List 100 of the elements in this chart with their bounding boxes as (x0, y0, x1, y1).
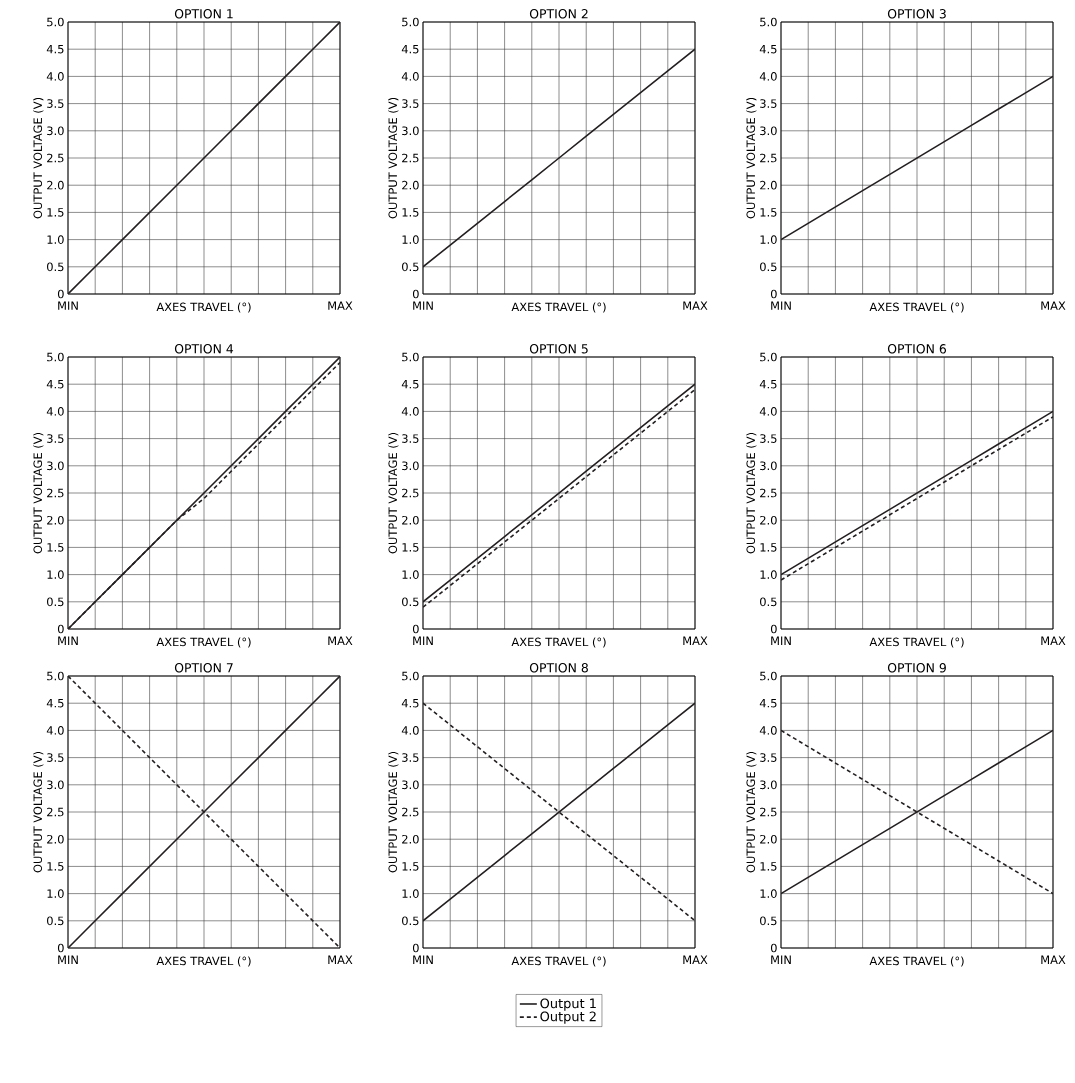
y-tick-label: 2.0 (47, 834, 64, 844)
y-tick-label: 0.5 (402, 597, 419, 607)
y-tick-label: 0.5 (760, 916, 777, 926)
y-tick-label: 1.0 (47, 889, 64, 898)
y-tick-label: 1.5 (402, 543, 419, 552)
y-tick-label: 5.0 (47, 671, 64, 681)
y-tick-label: 0 (412, 624, 419, 634)
chart-title: OPTION 1 (174, 9, 233, 19)
chart-title: OPTION 2 (529, 9, 588, 19)
y-axis-title: OUTPUT VOLTAGE (V) (388, 432, 399, 554)
y-tick-label: 1.5 (760, 862, 777, 871)
y-tick-label: 1.5 (402, 208, 419, 217)
chart-title: OPTION 9 (887, 663, 946, 673)
y-axis-title: OUTPUT VOLTAGE (V) (33, 751, 44, 873)
y-tick-label: 4.0 (759, 72, 777, 81)
y-tick-label: 3.5 (47, 99, 64, 108)
y-tick-label: 4.5 (401, 379, 419, 389)
y-tick-label: 0.5 (47, 262, 64, 272)
y-tick-label: 0 (412, 289, 419, 299)
y-tick-label: 2.5 (402, 153, 419, 163)
y-tick-label: 4.0 (759, 407, 777, 416)
x-tick-label: MIN (413, 955, 433, 964)
y-tick-label: 0 (412, 943, 419, 953)
y-axis-title: OUTPUT VOLTAGE (V) (388, 97, 399, 219)
y-tick-label: 0 (57, 624, 64, 634)
y-tick-label: 1.5 (47, 208, 64, 217)
x-tick-label: MIN (771, 301, 791, 310)
y-tick-label: 3.0 (760, 461, 777, 471)
x-tick-label: MAX (328, 301, 353, 310)
y-tick-label: 1.0 (402, 889, 419, 898)
y-tick-label: 4.0 (401, 407, 419, 416)
y-axis-title: OUTPUT VOLTAGE (V) (746, 751, 757, 873)
y-tick-label: 1.0 (47, 235, 64, 244)
y-tick-label: 1.0 (760, 570, 777, 579)
x-tick-label: MAX (328, 636, 353, 645)
y-tick-label: 1.0 (760, 235, 777, 244)
y-axis-title: OUTPUT VOLTAGE (V) (746, 97, 757, 219)
y-tick-label: 2.5 (760, 488, 777, 498)
x-tick-label: MAX (683, 636, 708, 645)
y-tick-label: 2.0 (402, 180, 419, 190)
y-tick-label: 1.0 (760, 889, 777, 898)
y-tick-label: 2.0 (47, 180, 64, 190)
y-tick-label: 0.5 (760, 597, 777, 607)
x-tick-label: MIN (58, 636, 78, 645)
y-tick-label: 4.5 (401, 44, 419, 54)
x-tick-label: MIN (413, 636, 433, 645)
y-tick-label: 2.5 (402, 807, 419, 817)
x-tick-label: MIN (413, 301, 433, 310)
y-tick-label: 5.0 (47, 17, 64, 27)
y-tick-label: 3.5 (402, 99, 419, 108)
y-axis-title: OUTPUT VOLTAGE (V) (33, 432, 44, 554)
y-tick-label: 3.0 (760, 780, 777, 790)
x-axis-title: AXES TRAVEL (°) (156, 302, 251, 313)
x-axis-title: AXES TRAVEL (°) (156, 637, 251, 648)
y-tick-label: 3.5 (402, 753, 419, 762)
x-tick-label: MIN (58, 301, 78, 310)
y-tick-label: 3.0 (402, 126, 419, 136)
y-tick-label: 3.0 (47, 780, 64, 790)
y-tick-label: 4.0 (46, 726, 64, 735)
x-tick-label: MAX (1041, 301, 1066, 310)
y-tick-label: 3.0 (402, 461, 419, 471)
y-tick-label: 1.5 (760, 543, 777, 552)
y-tick-label: 4.0 (46, 72, 64, 81)
y-tick-label: 2.0 (760, 515, 777, 525)
y-axis-title: OUTPUT VOLTAGE (V) (33, 97, 44, 219)
y-tick-label: 5.0 (47, 352, 64, 362)
y-tick-label: 4.0 (401, 72, 419, 81)
y-tick-label: 4.0 (401, 726, 419, 735)
chart-title: OPTION 4 (174, 344, 234, 354)
y-tick-label: 3.5 (47, 753, 64, 762)
y-tick-label: 0 (770, 289, 777, 299)
y-tick-label: 1.5 (760, 208, 777, 217)
x-tick-label: MIN (771, 955, 791, 964)
y-axis-title: OUTPUT VOLTAGE (V) (388, 751, 399, 873)
x-axis-title: AXES TRAVEL (°) (156, 956, 251, 967)
y-tick-label: 4.5 (759, 379, 777, 389)
chart-title: OPTION 3 (887, 9, 946, 19)
y-tick-label: 5.0 (402, 671, 419, 681)
chart-title: OPTION 7 (174, 663, 233, 673)
x-tick-label: MIN (771, 636, 791, 645)
x-axis-title: AXES TRAVEL (°) (511, 302, 606, 313)
y-tick-label: 2.0 (47, 515, 64, 525)
y-tick-label: 3.0 (47, 126, 64, 136)
y-tick-label: 2.0 (402, 834, 419, 844)
y-tick-label: 4.5 (401, 698, 419, 708)
x-axis-title: AXES TRAVEL (°) (869, 637, 964, 648)
y-tick-label: 0.5 (402, 916, 419, 926)
y-tick-label: 1.0 (402, 235, 419, 244)
chart-title: OPTION 8 (529, 663, 588, 673)
y-tick-label: 0 (770, 624, 777, 634)
line-series (423, 48, 696, 268)
y-tick-label: 3.5 (760, 434, 777, 443)
y-tick-label: 5.0 (760, 352, 777, 362)
y-tick-label: 1.5 (47, 543, 64, 552)
x-axis-title: AXES TRAVEL (°) (511, 956, 606, 967)
x-axis-title: AXES TRAVEL (°) (869, 302, 964, 313)
y-tick-label: 1.5 (47, 862, 64, 871)
y-tick-label: 3.5 (402, 434, 419, 443)
chart-title: OPTION 6 (887, 344, 947, 354)
y-tick-label: 4.5 (759, 698, 777, 708)
